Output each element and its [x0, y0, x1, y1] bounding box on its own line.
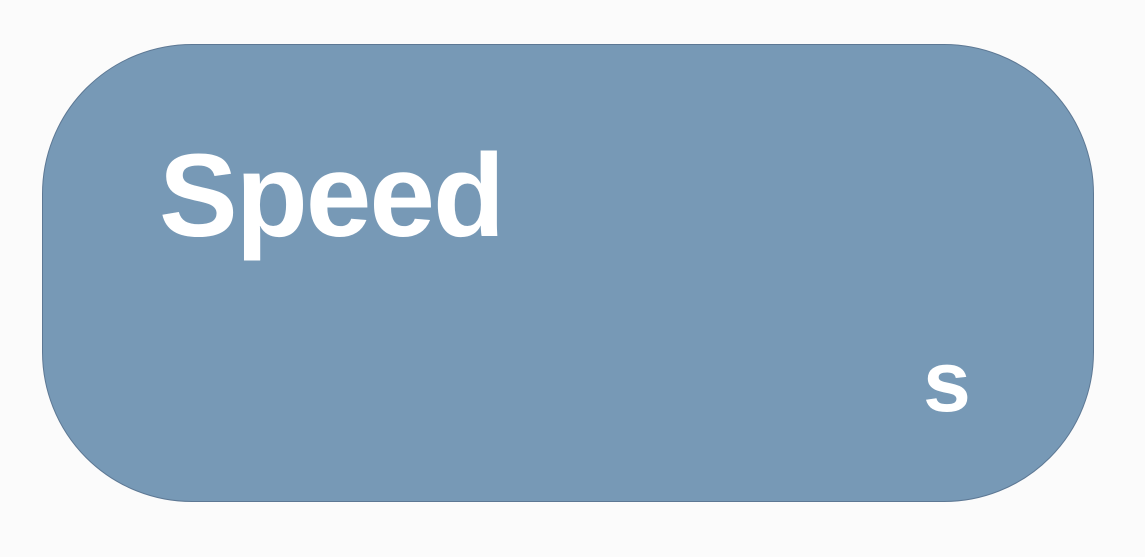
speed-card: Speed s	[42, 44, 1094, 502]
unit-label: s	[923, 334, 971, 430]
speed-title: Speed	[159, 130, 505, 262]
